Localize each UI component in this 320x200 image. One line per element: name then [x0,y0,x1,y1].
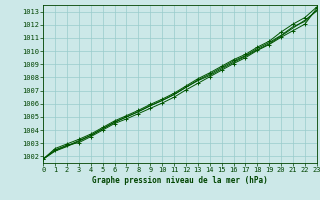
X-axis label: Graphe pression niveau de la mer (hPa): Graphe pression niveau de la mer (hPa) [92,176,268,185]
